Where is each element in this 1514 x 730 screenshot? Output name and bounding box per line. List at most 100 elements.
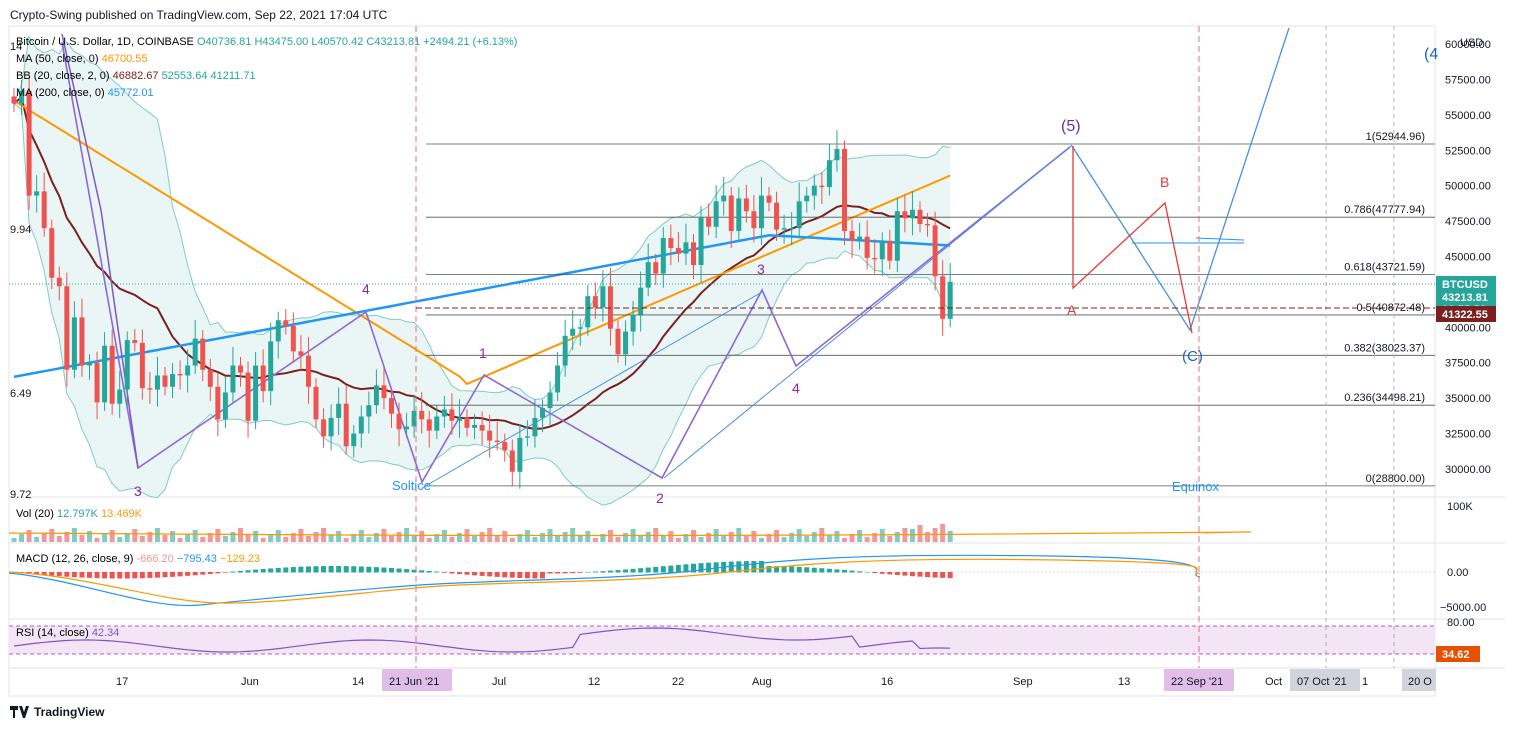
time-label: Aug xyxy=(752,676,772,688)
macd-hist-bar xyxy=(645,567,651,573)
macd-hist-bar xyxy=(615,570,621,573)
volume-bar xyxy=(879,529,885,542)
volume-bar xyxy=(683,534,689,542)
volume-bar xyxy=(26,530,32,542)
volume-bar xyxy=(947,531,953,542)
macd-tick-0: 0.00 xyxy=(1447,567,1468,579)
volume-bar xyxy=(456,533,462,542)
macd-hist-bar xyxy=(751,561,757,573)
rsi-line xyxy=(13,627,951,653)
macd-hist-bar xyxy=(34,572,40,575)
candle-body xyxy=(615,328,621,355)
volume-bar xyxy=(721,536,727,542)
candle-body xyxy=(192,338,198,366)
time-label: Jun xyxy=(241,676,259,688)
volume-bar xyxy=(373,533,379,542)
volume-bar xyxy=(887,536,893,542)
volume-bar xyxy=(275,530,281,542)
candle-body xyxy=(434,416,440,431)
macd-hist-bar xyxy=(607,570,613,573)
candle-body xyxy=(592,296,598,308)
macd-hist-bar xyxy=(774,566,780,573)
volume-bar xyxy=(222,536,228,542)
candle-body xyxy=(826,160,832,188)
macd-hist-bar xyxy=(441,572,447,573)
ma200-extension-2 xyxy=(1195,237,1245,241)
time-label: Oct xyxy=(1265,676,1282,688)
elliott-waves xyxy=(61,27,1290,489)
candle-body xyxy=(207,369,213,387)
volume-bar xyxy=(623,533,629,542)
volume-bar xyxy=(396,532,402,542)
candle-body xyxy=(909,209,915,219)
macd-histogram xyxy=(8,554,1435,607)
time-axis[interactable]: 17 Jun 14 21 Jun '21 Jul 12 22 Aug 16 Se… xyxy=(116,669,1436,691)
volume-bar xyxy=(298,529,304,542)
volume-bar xyxy=(615,537,621,542)
price-axis[interactable]: 60000.00 57500.00 55000.00 52500.00 50000.00… xyxy=(1445,39,1491,476)
volume-bar xyxy=(479,532,485,542)
volume-bar xyxy=(192,530,198,542)
macd-hist-bar xyxy=(185,572,191,576)
wave-1-label: 1 xyxy=(479,345,487,361)
macd-hist-bar xyxy=(623,569,629,573)
fib-level-label: 0.382(38023.37) xyxy=(1344,342,1425,354)
candle-body xyxy=(283,320,289,326)
legend-symbol: Bitcoin / U.S. Dollar, 1D, COINBASE O407… xyxy=(16,36,517,48)
candle-body xyxy=(517,437,523,472)
bb-lower xyxy=(13,103,951,506)
macd-hist-bar xyxy=(298,566,304,573)
macd-hist-bar xyxy=(154,572,160,578)
candle-body xyxy=(691,242,696,265)
volume-bar xyxy=(245,535,251,542)
volume-bar xyxy=(336,531,342,542)
macd-hist-bar xyxy=(570,572,576,574)
candle-body xyxy=(275,320,281,342)
wave-2-label: 2 xyxy=(656,490,664,506)
macd-hist-bar xyxy=(404,569,410,573)
time-label: 22 xyxy=(672,676,684,688)
time-label: Sep xyxy=(1013,676,1033,688)
macd-hist-bar xyxy=(449,572,455,574)
macd-hist-bar xyxy=(268,568,274,573)
macd-hist-bar xyxy=(577,572,583,573)
volume-bar xyxy=(909,529,915,542)
macd-hist-bar xyxy=(517,572,523,579)
macd-hist-bar xyxy=(305,566,311,573)
candle-body xyxy=(842,148,847,232)
candle-body xyxy=(766,195,772,203)
volume-bar xyxy=(758,538,764,542)
candle-body xyxy=(509,450,515,472)
tradingview-footer[interactable]: TradingView xyxy=(10,705,104,719)
candle-body xyxy=(366,405,372,417)
macd-hist-bar xyxy=(464,572,470,575)
svg-text:BTCUSD: BTCUSD xyxy=(1442,279,1488,291)
left-wave-4-label: 4 xyxy=(362,281,370,297)
macd-hist-bar xyxy=(562,572,568,574)
candle-body xyxy=(570,328,576,336)
candle-body xyxy=(260,365,266,392)
macd-hist-bar xyxy=(207,572,213,575)
time-label: 16 xyxy=(881,676,893,688)
macd-hist-bar xyxy=(49,572,55,576)
candle-body xyxy=(456,417,462,421)
candle-body xyxy=(200,338,206,370)
candle-body xyxy=(743,198,749,212)
wave-4-label: 4 xyxy=(792,380,800,396)
volume-bar xyxy=(170,531,176,542)
candle-body xyxy=(849,231,855,241)
candle-body xyxy=(894,211,900,261)
currency-label: USD xyxy=(1460,37,1483,49)
macd-hist-bar xyxy=(124,572,130,579)
price-tick: 47500.00 xyxy=(1445,216,1491,228)
candle-body xyxy=(336,403,342,418)
macd-hist-bar xyxy=(524,572,530,579)
legend-macd: MACD (12, 26, close, 9) -666.20 −795.43 … xyxy=(16,553,260,565)
candle-body xyxy=(925,223,931,226)
candle-body xyxy=(645,262,651,288)
macd-hist-bar xyxy=(902,572,908,576)
volume-bar xyxy=(449,537,455,542)
candle-body xyxy=(706,216,712,227)
volume-bar xyxy=(751,531,757,542)
